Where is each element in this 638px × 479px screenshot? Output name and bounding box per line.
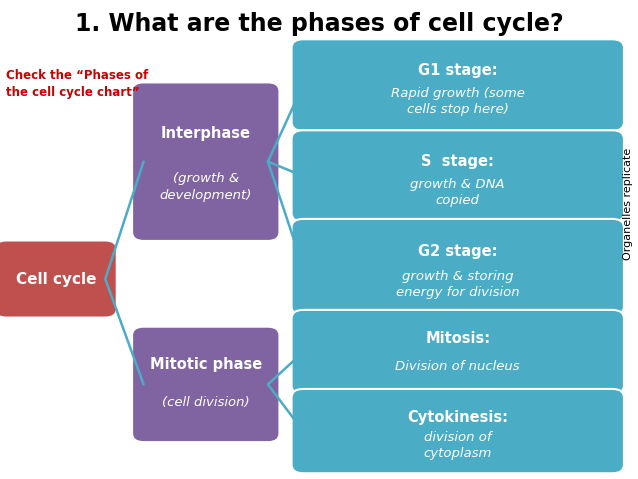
Text: (growth &
development): (growth & development) xyxy=(160,172,252,202)
Text: Mitosis:: Mitosis: xyxy=(425,331,491,346)
Text: Division of nucleus: Division of nucleus xyxy=(396,360,520,373)
Text: division of
cytoplasm: division of cytoplasm xyxy=(424,432,492,460)
FancyBboxPatch shape xyxy=(292,389,624,473)
Text: G2 stage:: G2 stage: xyxy=(418,244,498,259)
Text: Interphase: Interphase xyxy=(161,126,251,141)
Text: Organelles replicate: Organelles replicate xyxy=(623,148,634,260)
FancyBboxPatch shape xyxy=(292,130,624,222)
FancyBboxPatch shape xyxy=(292,219,624,315)
Text: G1 stage:: G1 stage: xyxy=(418,63,498,78)
Text: 1. What are the phases of cell cycle?: 1. What are the phases of cell cycle? xyxy=(75,12,563,36)
Text: Cytokinesis:: Cytokinesis: xyxy=(407,410,508,425)
Text: growth & DNA
copied: growth & DNA copied xyxy=(410,178,505,207)
Text: Cell cycle: Cell cycle xyxy=(15,272,96,286)
Text: S  stage:: S stage: xyxy=(421,154,494,169)
FancyBboxPatch shape xyxy=(0,240,117,318)
FancyBboxPatch shape xyxy=(132,82,279,241)
Text: growth & storing
energy for division: growth & storing energy for division xyxy=(396,270,519,299)
FancyBboxPatch shape xyxy=(292,310,624,394)
Text: Rapid growth (some
cells stop here): Rapid growth (some cells stop here) xyxy=(391,87,524,116)
Text: (cell division): (cell division) xyxy=(162,396,249,409)
FancyBboxPatch shape xyxy=(292,39,624,131)
Text: Check the “Phases of
the cell cycle chart”: Check the “Phases of the cell cycle char… xyxy=(6,69,149,100)
FancyBboxPatch shape xyxy=(132,327,279,442)
Text: Mitotic phase: Mitotic phase xyxy=(150,357,262,372)
